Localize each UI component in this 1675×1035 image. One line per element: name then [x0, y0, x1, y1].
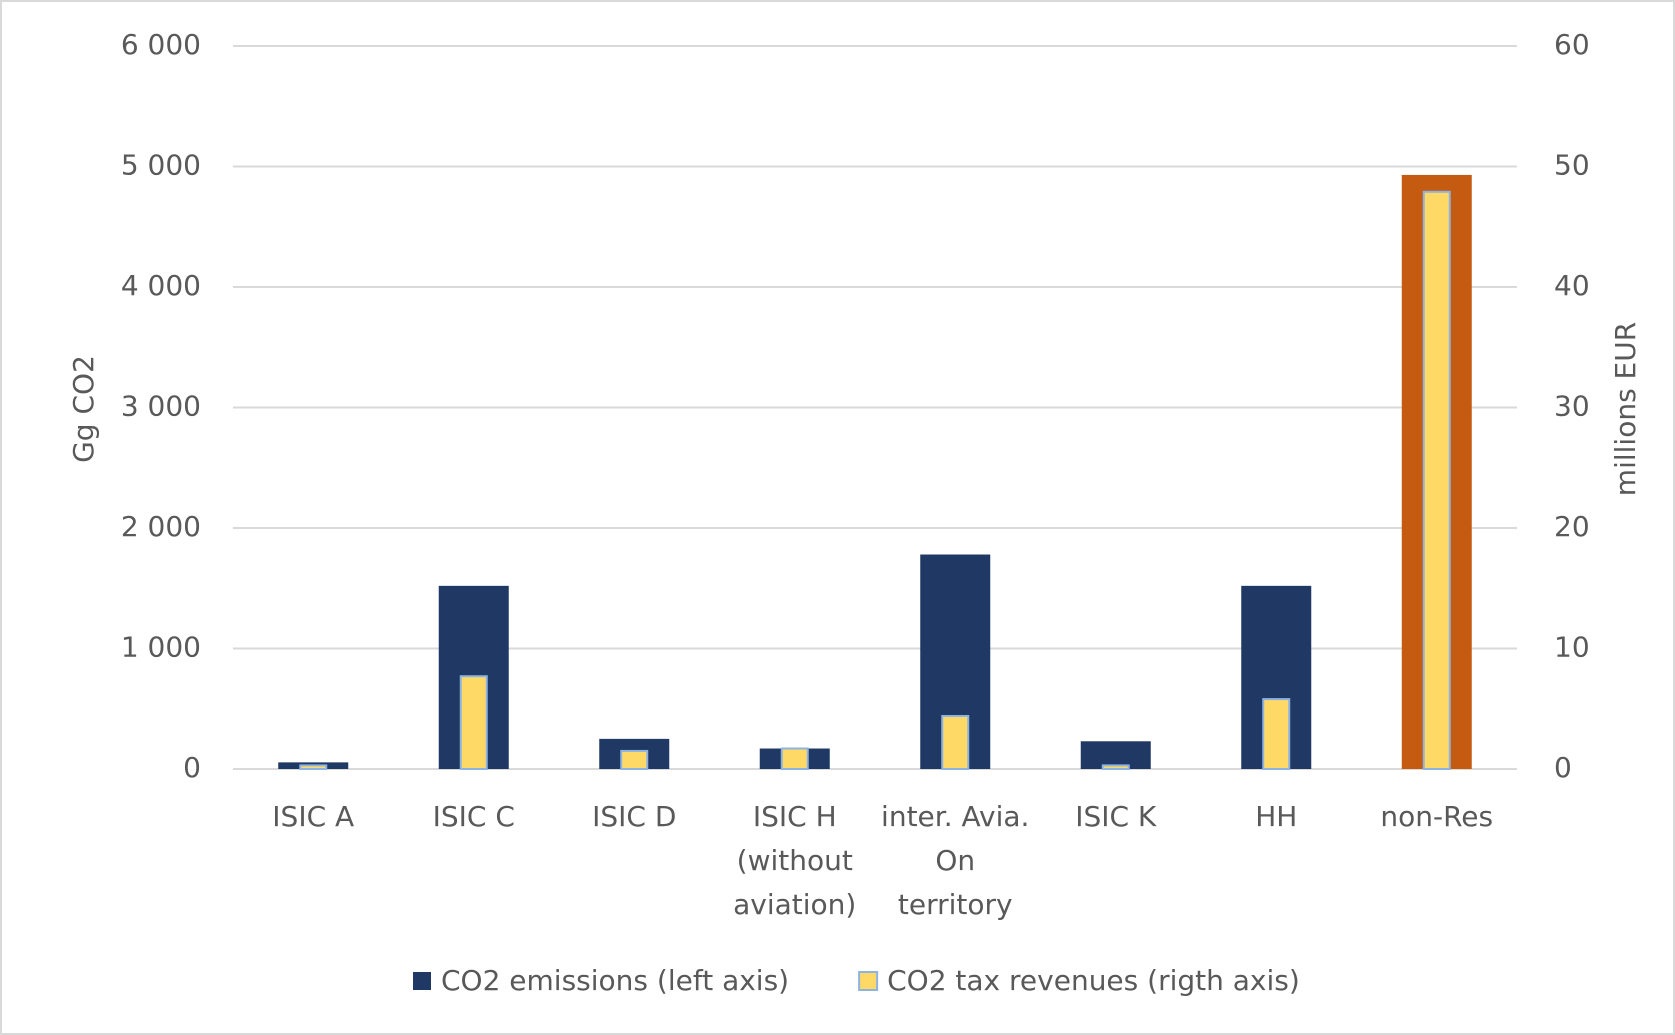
- bar: [1262, 698, 1291, 770]
- bar: [620, 749, 649, 770]
- x-tick-label: ISIC K: [1075, 800, 1157, 833]
- y-axis-label: Gg CO2: [67, 355, 100, 463]
- bar: [1422, 190, 1451, 770]
- y-tick-label: 2 000: [121, 510, 201, 543]
- legend-swatch: [413, 972, 431, 990]
- y2-tick-label: 40: [1554, 269, 1590, 302]
- legend-label: CO2 tax revenues (rigth axis): [887, 964, 1300, 997]
- x-tick-label: ISIC C: [432, 800, 515, 833]
- y-tick-label: 0: [183, 751, 201, 784]
- y2-tick-label: 60: [1554, 28, 1590, 61]
- x-tick-label: HH: [1255, 800, 1298, 833]
- x-tick-label: ISIC H (without aviation): [733, 800, 857, 921]
- y-tick-label: 4 000: [121, 269, 201, 302]
- bar: [459, 675, 488, 771]
- y-tick-label: 5 000: [121, 149, 201, 182]
- legend-swatch: [858, 971, 879, 991]
- legend-label: CO2 emissions (left axis): [441, 964, 789, 997]
- y2-tick-label: 0: [1554, 751, 1572, 784]
- y2-tick-label: 20: [1554, 510, 1590, 543]
- x-tick-label: non-Res: [1380, 800, 1494, 833]
- y2-tick-label: 30: [1554, 390, 1590, 423]
- bar: [1101, 764, 1130, 771]
- y2-axis-label: millions EUR: [1609, 322, 1642, 496]
- y2-tick-label: 10: [1554, 631, 1590, 664]
- x-tick-label: ISIC A: [272, 800, 355, 833]
- bar: [780, 747, 809, 771]
- bar: [1080, 741, 1151, 769]
- y-tick-label: 3 000: [121, 390, 201, 423]
- x-tick-label: ISIC D: [592, 800, 677, 833]
- y-tick-label: 1 000: [121, 631, 201, 664]
- y-tick-label: 6 000: [121, 28, 201, 61]
- y2-tick-label: 50: [1554, 149, 1590, 182]
- bar: [299, 764, 328, 771]
- bar: [941, 714, 970, 770]
- x-tick-label: inter. Avia. On territory: [881, 800, 1030, 921]
